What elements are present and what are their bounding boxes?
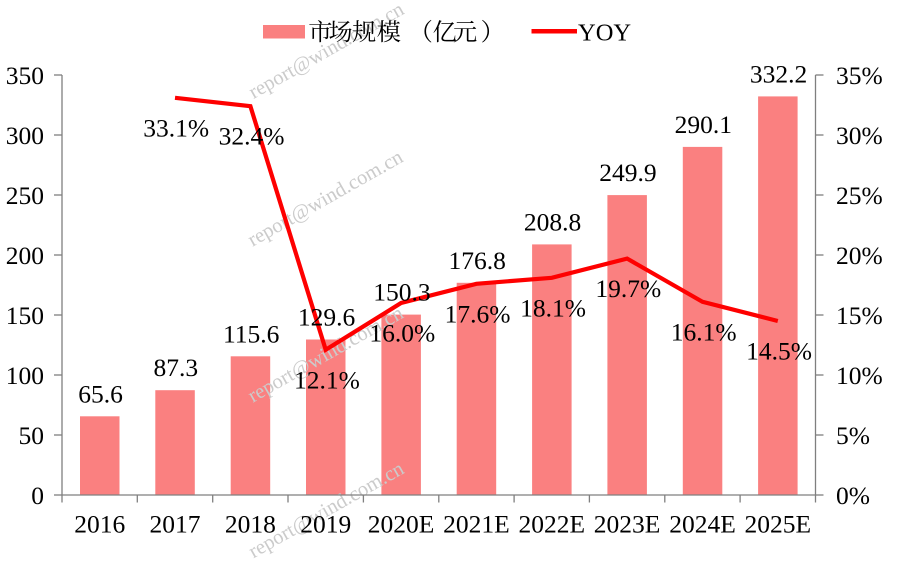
- svg-text:12.1%: 12.1%: [294, 365, 360, 394]
- svg-text:17.6%: 17.6%: [445, 299, 511, 328]
- svg-text:15%: 15%: [836, 301, 883, 330]
- svg-text:2016: 2016: [74, 509, 125, 538]
- svg-text:332.2: 332.2: [750, 59, 807, 88]
- svg-text:129.6: 129.6: [298, 303, 355, 332]
- svg-text:18.1%: 18.1%: [520, 293, 586, 322]
- svg-text:150: 150: [6, 301, 44, 330]
- svg-text:35%: 35%: [836, 61, 883, 90]
- svg-text:2020E: 2020E: [368, 509, 435, 538]
- svg-text:0: 0: [31, 481, 44, 510]
- svg-text:30%: 30%: [836, 121, 883, 150]
- svg-text:16.1%: 16.1%: [671, 317, 737, 346]
- svg-text:19.7%: 19.7%: [595, 274, 661, 303]
- svg-text:176.8: 176.8: [449, 246, 506, 275]
- svg-text:65.6: 65.6: [78, 379, 123, 408]
- svg-text:350: 350: [6, 61, 44, 90]
- svg-text:14.5%: 14.5%: [746, 337, 812, 366]
- svg-text:20%: 20%: [836, 241, 883, 270]
- svg-text:100: 100: [6, 361, 44, 390]
- svg-text:200: 200: [6, 241, 44, 270]
- svg-text:2017: 2017: [150, 509, 201, 538]
- svg-text:2023E: 2023E: [594, 509, 661, 538]
- svg-text:2025E: 2025E: [745, 509, 812, 538]
- svg-text:2024E: 2024E: [669, 509, 736, 538]
- svg-text:0%: 0%: [836, 481, 870, 510]
- svg-text:2021E: 2021E: [443, 509, 510, 538]
- svg-text:290.1: 290.1: [675, 110, 732, 139]
- svg-text:2018: 2018: [225, 509, 276, 538]
- svg-text:150.3: 150.3: [373, 278, 430, 307]
- svg-text:250: 250: [6, 181, 44, 210]
- svg-text:YOY: YOY: [578, 19, 631, 46]
- svg-text:87.3: 87.3: [153, 353, 198, 382]
- svg-text:32.4%: 32.4%: [219, 122, 285, 151]
- svg-text:5%: 5%: [836, 421, 870, 450]
- svg-text:2022E: 2022E: [519, 509, 586, 538]
- svg-text:50: 50: [19, 421, 45, 450]
- svg-text:300: 300: [6, 121, 44, 150]
- svg-text:33.1%: 33.1%: [143, 113, 209, 142]
- svg-text:25%: 25%: [836, 181, 883, 210]
- svg-text:249.9: 249.9: [599, 158, 656, 187]
- svg-text:16.0%: 16.0%: [369, 319, 435, 348]
- svg-text:208.8: 208.8: [524, 207, 581, 236]
- svg-text:115.6: 115.6: [223, 319, 279, 348]
- svg-text:10%: 10%: [836, 361, 883, 390]
- svg-text:2019: 2019: [300, 509, 351, 538]
